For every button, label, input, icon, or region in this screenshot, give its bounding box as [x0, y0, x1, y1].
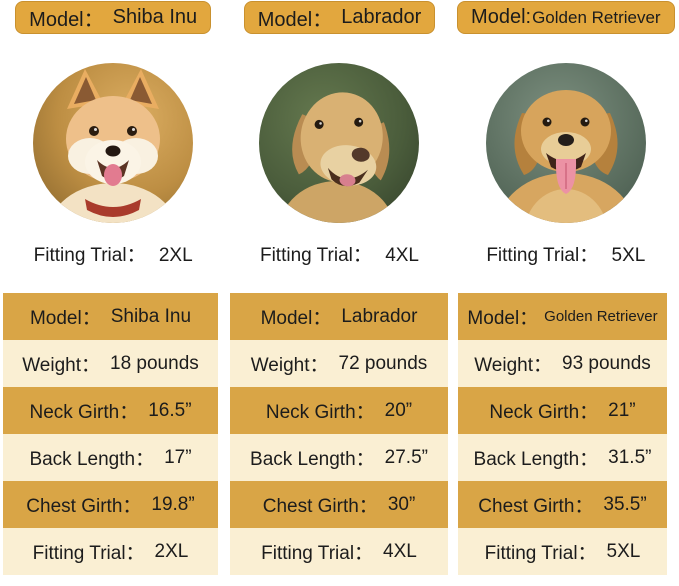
table-row-weight: Weight： 72 pounds [230, 340, 448, 387]
model-header-golden-retriever: Model: Golden Retriever [457, 1, 675, 34]
size-table-golden-retriever: Model： Golden Retriever Weight： 93 pound… [458, 293, 667, 575]
model-header-shiba-inu: Model： Shiba Inu [15, 1, 212, 34]
row-value: 27.5” [384, 446, 428, 468]
fitting-trial-line: Fitting Trial： 5XL [486, 246, 645, 266]
row-label: Back Length： [473, 449, 599, 470]
row-value: 93 pounds [562, 352, 651, 374]
row-value: 5XL [606, 540, 641, 562]
model-header-labrador: Model： Labrador [243, 1, 436, 34]
table-row-neck-girth: Neck Girth： 21” [458, 387, 667, 434]
row-value: 17” [164, 446, 192, 468]
top-section: Model： Shiba Inu [0, 0, 679, 266]
row-label: Weight： [474, 355, 553, 376]
table-row-neck-girth: Neck Girth： 20” [230, 387, 448, 434]
table-row-fitting-trial: Fitting Trial： 5XL [458, 528, 667, 575]
table-row-weight: Weight： 18 pounds [3, 340, 218, 387]
table-row-chest-girth: Chest Girth： 30” [230, 481, 448, 528]
shiba-inu-dog-photo [33, 63, 194, 223]
table-row-model: Model： Labrador [230, 293, 448, 340]
column-labrador: Model： Labrador [226, 0, 452, 266]
row-label: Model： [29, 308, 101, 329]
row-value: 4XL [383, 540, 417, 562]
row-label: Fitting Trial： [261, 543, 374, 564]
row-value: Shiba Inu [110, 305, 192, 327]
row-label: Fitting Trial： [484, 543, 597, 564]
fitting-trial-value: 2XL [158, 245, 193, 266]
row-value: 30” [387, 493, 416, 515]
table-row-model: Model： Shiba Inu [3, 293, 218, 340]
row-label: Back Length： [250, 449, 375, 470]
column-golden-retriever: Model: Golden Retriever [453, 0, 679, 266]
row-value: 72 pounds [338, 352, 428, 374]
table-row-chest-girth: Chest Girth： 35.5” [458, 481, 667, 528]
row-value: 20” [384, 399, 413, 421]
row-label: Back Length： [29, 449, 155, 470]
row-label: Model： [467, 308, 539, 329]
model-label: Model: [471, 6, 532, 28]
model-name: Labrador [341, 6, 422, 28]
row-label: Chest Girth： [478, 496, 594, 517]
table-row-fitting-trial: Fitting Trial： 2XL [3, 528, 218, 575]
table-row-neck-girth: Neck Girth： 16.5” [3, 387, 218, 434]
model-name: Shiba Inu [112, 6, 198, 28]
model-name: Golden Retriever [532, 7, 661, 27]
row-value: 19.8” [151, 493, 195, 515]
row-value: 31.5” [608, 446, 652, 468]
table-row-model: Model： Golden Retriever [458, 293, 667, 340]
fitting-trial-value: 4XL [385, 245, 419, 266]
row-label: Chest Girth： [262, 496, 378, 517]
row-value: 18 pounds [110, 352, 199, 374]
column-shiba-inu: Model： Shiba Inu [0, 0, 226, 266]
row-label: Weight： [250, 355, 329, 376]
row-label: Model： [260, 308, 332, 329]
fitting-trial-line: Fitting Trial： 4XL [260, 246, 419, 266]
table-row-back-length: Back Length： 31.5” [458, 434, 667, 481]
row-label: Chest Girth： [26, 496, 142, 517]
fitting-trial-label: Fitting Trial： [33, 245, 146, 266]
size-table-labrador: Model： Labrador Weight： 72 pounds Neck G… [230, 293, 448, 575]
fitting-trial-label: Fitting Trial： [259, 245, 372, 266]
table-row-back-length: Back Length： 27.5” [230, 434, 448, 481]
row-value: 16.5” [148, 399, 192, 421]
row-value: Golden Retriever [544, 308, 658, 325]
row-value: 2XL [154, 540, 189, 562]
model-label: Model： [257, 9, 333, 31]
row-value: 21” [608, 399, 636, 421]
table-row-fitting-trial: Fitting Trial： 4XL [230, 528, 448, 575]
row-label: Neck Girth： [265, 402, 375, 423]
row-label: Weight： [22, 355, 101, 376]
row-value: 35.5” [603, 493, 647, 515]
row-label: Fitting Trial： [32, 543, 145, 564]
labrador-dog-photo [259, 63, 420, 223]
model-label: Model： [29, 9, 104, 31]
row-value: Labrador [341, 305, 418, 327]
tables-section: Model： Shiba Inu Weight： 18 pounds Neck … [0, 293, 679, 575]
size-table-shiba-inu: Model： Shiba Inu Weight： 18 pounds Neck … [3, 293, 218, 575]
table-row-weight: Weight： 93 pounds [458, 340, 667, 387]
fitting-trial-label: Fitting Trial： [486, 245, 599, 266]
fitting-trial-line: Fitting Trial： 2XL [34, 246, 193, 266]
table-row-chest-girth: Chest Girth： 19.8” [3, 481, 218, 528]
row-label: Neck Girth： [489, 402, 599, 423]
fitting-trial-value: 5XL [611, 245, 646, 266]
golden-retriever-dog-photo [485, 63, 646, 223]
table-row-back-length: Back Length： 17” [3, 434, 218, 481]
row-label: Neck Girth： [29, 402, 139, 423]
